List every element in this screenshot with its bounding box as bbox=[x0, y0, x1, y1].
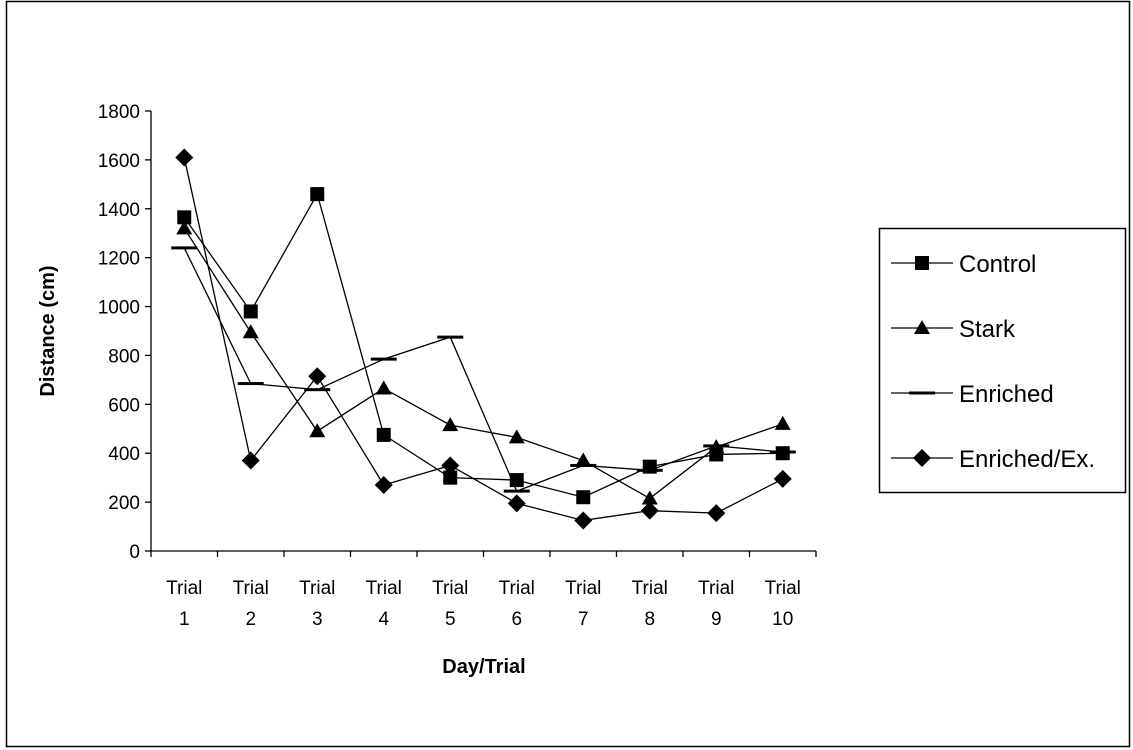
x-axis-title: Day/Trial bbox=[442, 656, 525, 678]
data-point-stark bbox=[309, 423, 326, 438]
x-tick-label: Trial 10 bbox=[765, 578, 801, 630]
y-tick-label: 1800 bbox=[98, 102, 140, 123]
data-point-enriched-ex bbox=[707, 504, 726, 523]
y-tick-label: 200 bbox=[108, 493, 140, 514]
legend-marker-control bbox=[915, 256, 929, 270]
x-tick-label: Trial 2 bbox=[233, 578, 269, 630]
data-point-enriched-ex bbox=[175, 148, 194, 167]
data-point-enriched bbox=[703, 444, 730, 448]
series-line-enriched bbox=[183, 247, 783, 492]
y-tick-label: 1000 bbox=[98, 298, 140, 319]
data-point-enriched-ex bbox=[308, 367, 327, 386]
y-tick-label: 400 bbox=[108, 444, 140, 465]
x-tick-label: Trial 3 bbox=[299, 578, 335, 630]
data-point-stark bbox=[641, 490, 658, 505]
x-tick-label: Trial 8 bbox=[632, 578, 668, 630]
data-point-enriched bbox=[769, 450, 796, 454]
series-line-enriched-ex bbox=[183, 157, 784, 522]
legend-label-control: Control bbox=[959, 251, 1036, 278]
y-tick-label: 1200 bbox=[98, 249, 140, 270]
series-enriched bbox=[171, 246, 796, 493]
data-point-stark bbox=[242, 324, 259, 339]
data-point-enriched-ex bbox=[507, 494, 526, 513]
y-tick-label: 600 bbox=[108, 395, 140, 416]
data-point-enriched-ex bbox=[574, 511, 593, 530]
legend-marker-enriched-ex bbox=[913, 449, 931, 467]
legend-label-enriched-ex: Enriched/Ex. bbox=[959, 446, 1095, 473]
axes: 0 200 400 600 800 1000 1200 1400 1600 1800 Trial 1 T… bbox=[98, 102, 817, 630]
data-point-enriched bbox=[171, 246, 198, 250]
data-point-enriched bbox=[570, 463, 597, 467]
data-point-stark bbox=[575, 452, 592, 467]
data-point-enriched-ex bbox=[441, 456, 460, 475]
legend: Control Stark Enriched Enriched/Ex. bbox=[878, 227, 1127, 494]
data-point-enriched bbox=[370, 357, 397, 361]
data-point-stark bbox=[508, 429, 525, 444]
y-axis-title: Distance (cm) bbox=[37, 265, 59, 396]
data-point-enriched bbox=[503, 489, 530, 493]
series-line-control bbox=[183, 192, 783, 498]
data-point-enriched bbox=[636, 468, 663, 472]
data-point-control bbox=[177, 210, 192, 225]
data-point-enriched bbox=[304, 388, 331, 392]
data-point-enriched-ex bbox=[640, 501, 659, 520]
x-tick-label: Trial 9 bbox=[698, 578, 734, 630]
data-point-enriched-ex bbox=[374, 476, 393, 494]
x-tick-label: Trial 1 bbox=[166, 578, 202, 630]
y-tick-label: 0 bbox=[129, 542, 140, 563]
legend-marker-stark bbox=[914, 320, 930, 334]
data-point-control bbox=[576, 490, 591, 505]
legend-item-enriched-ex: Enriched/Ex. bbox=[891, 446, 1095, 473]
data-point-control bbox=[443, 470, 458, 485]
data-point-control bbox=[376, 427, 391, 442]
x-tick-label: Trial 5 bbox=[432, 578, 468, 630]
data-point-enriched bbox=[437, 335, 464, 339]
data-point-enriched bbox=[237, 382, 264, 386]
legend-box bbox=[878, 227, 1127, 494]
legend-label-enriched: Enriched bbox=[959, 381, 1054, 408]
x-tick-label: Trial 6 bbox=[499, 578, 535, 630]
data-point-enriched-ex bbox=[241, 451, 260, 470]
y-tick-label: 800 bbox=[108, 346, 140, 367]
legend-label-stark: Stark bbox=[959, 316, 1016, 343]
data-point-enriched-ex bbox=[773, 469, 792, 488]
legend-marker-enriched bbox=[909, 391, 935, 395]
series-enriched-ex bbox=[175, 148, 792, 530]
series-stark bbox=[176, 220, 791, 505]
legend-item-enriched: Enriched bbox=[891, 381, 1054, 408]
y-tick-label: 1600 bbox=[98, 151, 140, 172]
data-point-stark bbox=[442, 417, 459, 432]
data-point-stark bbox=[375, 380, 392, 395]
y-tick-label: 1400 bbox=[98, 200, 140, 221]
data-point-control bbox=[243, 304, 258, 319]
legend-item-stark: Stark bbox=[891, 316, 1016, 343]
series-layer bbox=[171, 148, 796, 530]
series-line-stark bbox=[183, 227, 783, 500]
x-tick-label: Trial 4 bbox=[366, 578, 402, 630]
x-tick-label: Trial 7 bbox=[565, 578, 601, 630]
data-point-stark bbox=[774, 415, 791, 430]
legend-item-control: Control bbox=[891, 251, 1036, 278]
data-point-control bbox=[310, 187, 325, 202]
data-point-stark bbox=[176, 220, 193, 235]
